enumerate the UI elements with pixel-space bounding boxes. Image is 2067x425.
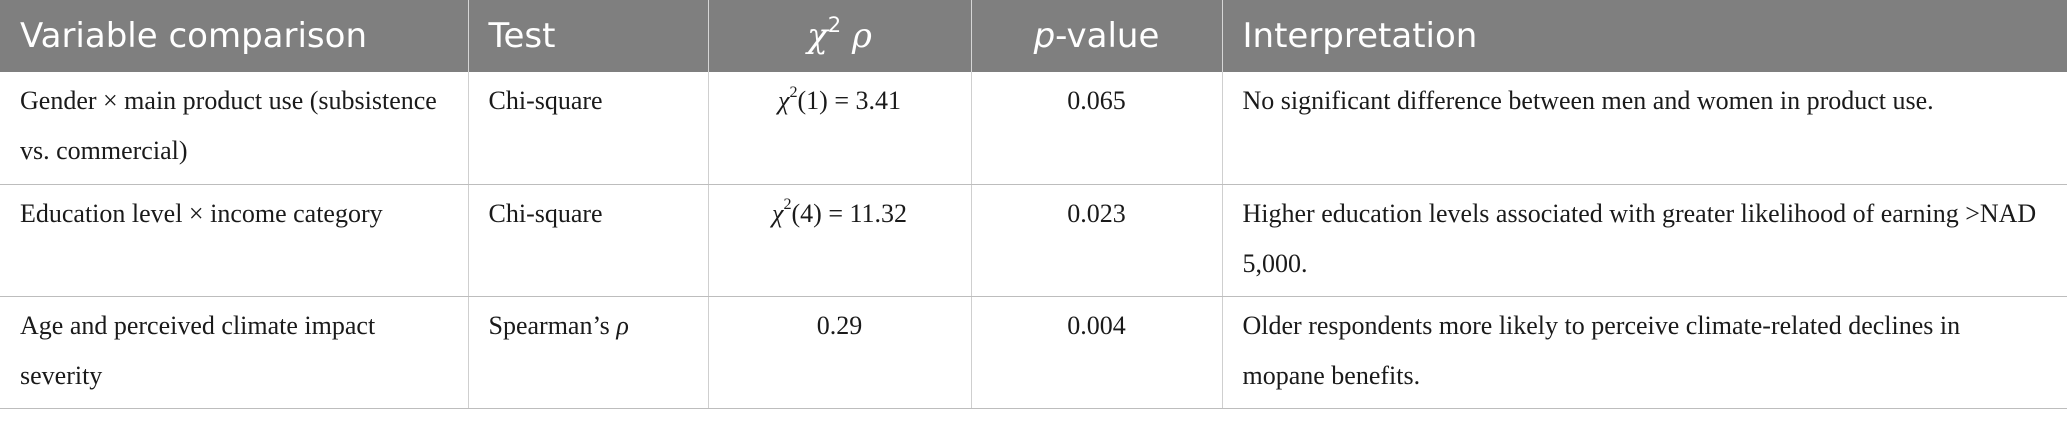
header-statistic: χ2 ρ <box>707 0 971 72</box>
header-interpretation: Interpretation <box>1221 0 2067 72</box>
cell-stat-value: (4) = 11.32 <box>791 198 908 228</box>
cell-statistic: 0.29 <box>707 296 971 409</box>
table-header: Variable comparison Test χ2 ρ p-value In… <box>0 0 2067 72</box>
header-p-italic: p <box>1033 16 1056 56</box>
cell-stat-superscript: 2 <box>789 83 798 101</box>
cell-interpretation: No significant difference between men an… <box>1221 72 2067 185</box>
cell-stat-superscript: 2 <box>783 196 792 214</box>
cell-p-value: 0.023 <box>970 184 1222 297</box>
results-table: Variable comparison Test χ2 ρ p-value In… <box>0 0 2067 409</box>
header-variable-comparison: Variable comparison <box>20 16 367 56</box>
cell-interpretation: Older respondents more likely to perceiv… <box>1221 296 2067 409</box>
cell-test: Chi-square <box>467 184 708 297</box>
cell-test: Chi-square <box>467 72 708 185</box>
header-test: Test <box>467 0 708 72</box>
table-row: Gender × main product use (subsistence v… <box>0 72 2067 185</box>
cell-test-text: Chi-square <box>488 198 603 228</box>
header-row: Variable comparison Test χ2 ρ p-value In… <box>0 0 2067 72</box>
cell-stat-chi: χ <box>771 198 784 228</box>
cell-p-value: 0.004 <box>970 296 1222 409</box>
cell-test: Spearman’s ρ <box>467 296 708 409</box>
cell-stat-value: (1) = 3.41 <box>797 86 901 115</box>
cell-stat-chi: χ <box>778 86 790 115</box>
header-chi-symbol: χ <box>807 16 828 56</box>
table-row: Education level × income category Chi-sq… <box>0 184 2067 297</box>
cell-p-value: 0.065 <box>970 72 1222 185</box>
table-row: Age and perceived climate impact severit… <box>0 296 2067 409</box>
header-p-rest: -value <box>1055 16 1160 56</box>
cell-variable: Gender × main product use (subsistence v… <box>0 72 468 185</box>
cell-variable: Age and perceived climate impact severit… <box>0 296 468 409</box>
cell-interpretation: Higher education levels associated with … <box>1221 184 2067 297</box>
cell-variable: Education level × income category <box>0 184 468 297</box>
cell-stat-value: 0.29 <box>816 310 863 340</box>
table-body: Gender × main product use (subsistence v… <box>0 72 2067 409</box>
header-chi-superscript: 2 <box>827 11 842 37</box>
header-rho-symbol: ρ <box>851 16 872 56</box>
cell-test-text: Spearman’s <box>488 310 617 340</box>
cell-test-text: Chi-square <box>488 86 603 115</box>
header-p-value: p-value <box>970 0 1222 72</box>
cell-statistic: χ2(1) = 3.41 <box>707 72 971 185</box>
cell-test-symbol: ρ <box>616 310 629 340</box>
cell-statistic: χ2(4) = 11.32 <box>707 184 971 297</box>
